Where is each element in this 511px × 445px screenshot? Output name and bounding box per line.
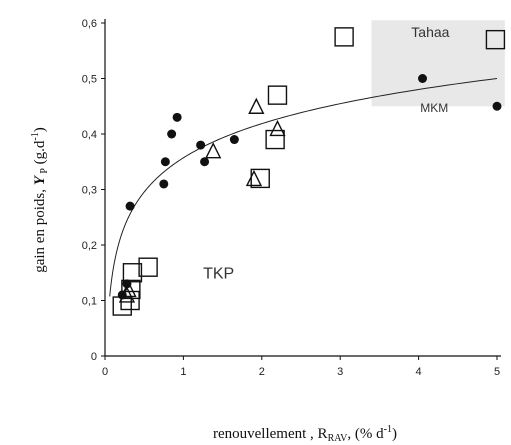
circle-point	[196, 140, 206, 150]
square-point	[334, 27, 354, 47]
y-tick-label: 0,3	[82, 185, 97, 197]
zone-label: TKP	[203, 265, 234, 282]
circle-point	[167, 129, 177, 139]
circle-point	[229, 135, 239, 145]
circle-point	[418, 74, 428, 83]
shaded-region	[371, 20, 505, 107]
x-tick-label: 4	[416, 366, 422, 378]
circle-point	[172, 112, 182, 122]
square-point	[138, 257, 158, 277]
x-axis-title: renouvellement , RRAV, (% d-1)	[213, 424, 397, 444]
y-axis-title: gain en poids, Y P (g.d-1)	[30, 127, 50, 273]
circle-point	[492, 101, 502, 111]
square-point	[267, 85, 288, 105]
data-points-layer	[112, 27, 506, 316]
square-point	[265, 129, 285, 150]
circle-point	[160, 157, 170, 167]
axes: 0 1 2 3 4 5 0 0,1 0,2 0,3 0,4 0,5 0,6	[82, 18, 501, 378]
y-tick-label: 0	[91, 351, 97, 363]
fit-curve-layer	[109, 77, 498, 297]
circle-point	[200, 157, 210, 167]
x-tick-label: 5	[494, 366, 500, 378]
fit-curve	[109, 77, 498, 297]
square-point	[485, 29, 506, 50]
triangle-point	[248, 97, 265, 114]
y-tick-label: 0,6	[82, 18, 97, 30]
circle-point	[159, 179, 169, 189]
triangle-point	[245, 169, 263, 187]
y-tick-label: 0,4	[82, 129, 97, 141]
zone-label: MKM	[420, 101, 448, 115]
y-tick-label: 0,5	[82, 74, 97, 86]
triangle-point	[118, 286, 136, 303]
square-point	[250, 168, 270, 189]
x-tick-label: 0	[102, 366, 108, 378]
triangle-point	[205, 142, 222, 159]
y-tick-label: 0,1	[82, 296, 97, 308]
circle-point	[125, 201, 135, 211]
zone-labels: Tahaa MKM TKP	[203, 24, 450, 282]
square-point	[120, 290, 140, 311]
square-point	[112, 296, 132, 316]
x-tick-label: 1	[180, 366, 186, 378]
zone-label: Tahaa	[411, 24, 449, 40]
square-point	[121, 279, 141, 300]
x-tick-label: 2	[259, 366, 265, 378]
y-tick-label: 0,2	[82, 240, 97, 252]
square-point	[122, 263, 143, 283]
x-tick-label: 3	[337, 366, 343, 378]
triangle-point	[269, 119, 286, 137]
